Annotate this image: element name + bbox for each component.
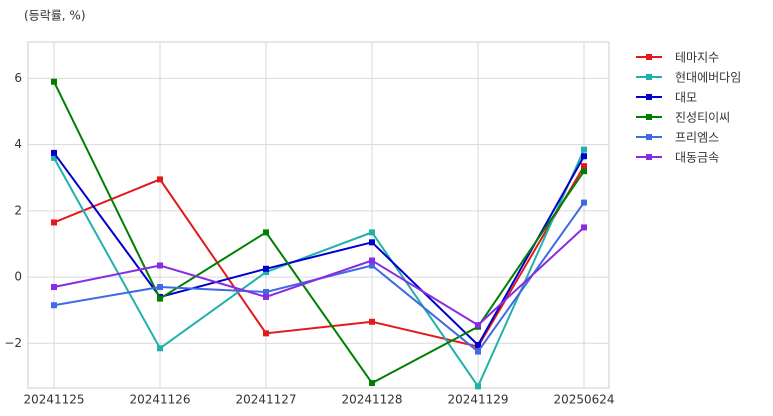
series-line xyxy=(53,165,585,348)
point-marker xyxy=(475,348,481,355)
point-marker xyxy=(157,284,163,291)
x-tick-label: 20241125 xyxy=(23,393,84,407)
legend-marker xyxy=(646,154,652,160)
series-line xyxy=(53,149,585,389)
point-marker xyxy=(51,154,57,161)
x-tick-label: 20241127 xyxy=(235,393,296,407)
point-marker xyxy=(51,284,57,291)
y-tick-label: 2 xyxy=(14,203,22,217)
legend-marker xyxy=(646,134,652,140)
point-marker xyxy=(369,239,375,246)
point-marker xyxy=(157,345,163,352)
legend-label: 프리엠스 xyxy=(675,131,719,145)
x-tick-label: 20250624 xyxy=(553,393,614,407)
point-marker xyxy=(263,229,269,236)
point-marker xyxy=(369,380,375,387)
point-marker xyxy=(581,146,587,153)
legend-label: 진성티이씨 xyxy=(675,111,730,125)
y-tick-label: −2 xyxy=(4,336,22,350)
point-marker xyxy=(157,262,163,269)
legend-label: 대모 xyxy=(675,91,697,105)
y-tick-label: 0 xyxy=(14,270,22,284)
point-marker xyxy=(263,288,269,295)
point-marker xyxy=(51,78,57,85)
point-marker xyxy=(369,229,375,236)
point-marker xyxy=(263,330,269,337)
series-line xyxy=(53,226,585,327)
legend-label: 대동금속 xyxy=(675,151,719,165)
series-line xyxy=(53,152,585,347)
series-line xyxy=(53,81,585,385)
legend-label: 테마지수 xyxy=(675,51,719,65)
point-marker xyxy=(263,293,269,300)
y-tick-label: 4 xyxy=(14,137,22,151)
x-tick-label: 20241129 xyxy=(447,393,508,407)
plot-frame xyxy=(27,41,610,389)
x-tick-label: 20241128 xyxy=(341,393,402,407)
point-marker xyxy=(581,224,587,231)
legend-marker xyxy=(646,94,652,100)
point-marker xyxy=(157,176,163,183)
point-marker xyxy=(51,149,57,156)
point-marker xyxy=(369,318,375,325)
legend-marker xyxy=(646,114,652,120)
point-marker xyxy=(581,153,587,160)
y-axis-label: (등락률, %) xyxy=(24,9,86,23)
point-marker xyxy=(581,163,587,170)
point-marker xyxy=(369,262,375,269)
point-marker xyxy=(475,383,481,390)
point-marker xyxy=(263,265,269,272)
point-marker xyxy=(263,269,269,276)
point-marker xyxy=(581,199,587,206)
y-tick-label: 6 xyxy=(14,71,22,85)
point-marker xyxy=(157,295,163,302)
point-marker xyxy=(475,341,481,348)
x-tick-label: 20241126 xyxy=(129,393,190,407)
point-marker xyxy=(51,219,57,226)
legend-marker xyxy=(646,74,652,80)
point-marker xyxy=(51,302,57,309)
legend-label: 현대에버다임 xyxy=(675,71,741,85)
legend-marker xyxy=(646,54,652,60)
point-marker xyxy=(581,168,587,175)
point-marker xyxy=(369,257,375,264)
point-marker xyxy=(475,322,481,329)
